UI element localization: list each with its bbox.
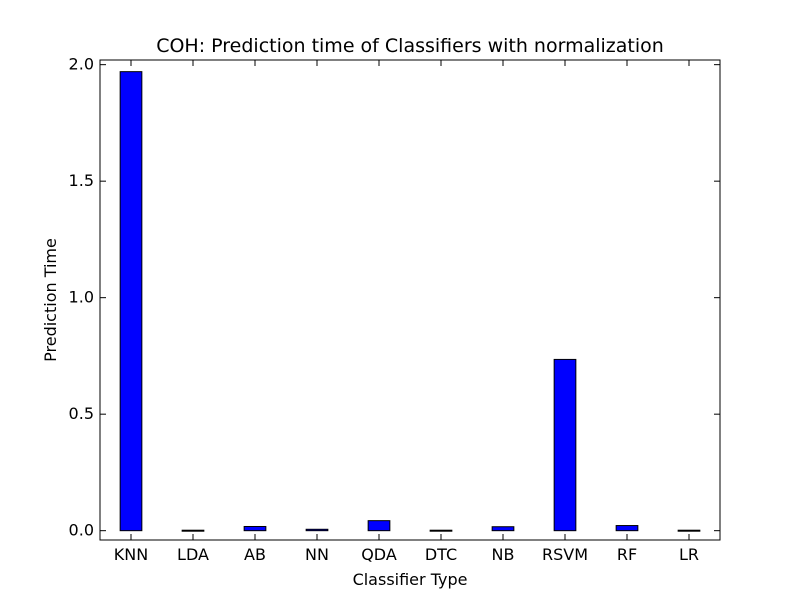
bar-ab: [243, 525, 267, 532]
x-tick-label-rf: RF: [617, 545, 637, 564]
bar-nb: [491, 526, 515, 532]
x-tick-label-ab: AB: [244, 545, 266, 564]
y-axis-label: Prediction Time: [41, 238, 60, 362]
chart-title: COH: Prediction time of Classifiers with…: [156, 35, 664, 57]
plot-area: 0.0 0.5 1.0 1.5 2.0 KNN LDA AB NN QDA DTC NB RSVM RF L…: [69, 55, 721, 564]
x-tick-label-knn: KNN: [114, 545, 148, 564]
bar-lr: [677, 529, 701, 532]
bar-nn: [305, 528, 329, 532]
bar-dtc: [429, 529, 453, 532]
bar-rf: [615, 525, 639, 532]
bar-rsvm: [553, 358, 577, 532]
bar-knn: [119, 71, 143, 532]
y-tick-label: 1.5: [69, 171, 94, 190]
x-axis-label: Classifier Type: [353, 570, 468, 589]
plot-frame: [99, 59, 721, 541]
bar-lda: [181, 529, 205, 532]
x-tick-label-lda: LDA: [177, 545, 209, 564]
y-tick-label: 0.0: [69, 521, 94, 540]
x-tick-label-dtc: DTC: [425, 545, 457, 564]
x-tick-label-rsvm: RSVM: [542, 545, 588, 564]
x-tick-label-nb: NB: [492, 545, 515, 564]
y-tick-label: 0.5: [69, 404, 94, 423]
x-tick-label-lr: LR: [679, 545, 699, 564]
bar-qda: [367, 520, 391, 532]
y-tick-label: 2.0: [69, 55, 94, 74]
x-tick-label-nn: NN: [305, 545, 329, 564]
y-tick-label: 1.0: [69, 288, 94, 307]
x-tick-label-qda: QDA: [361, 545, 397, 564]
